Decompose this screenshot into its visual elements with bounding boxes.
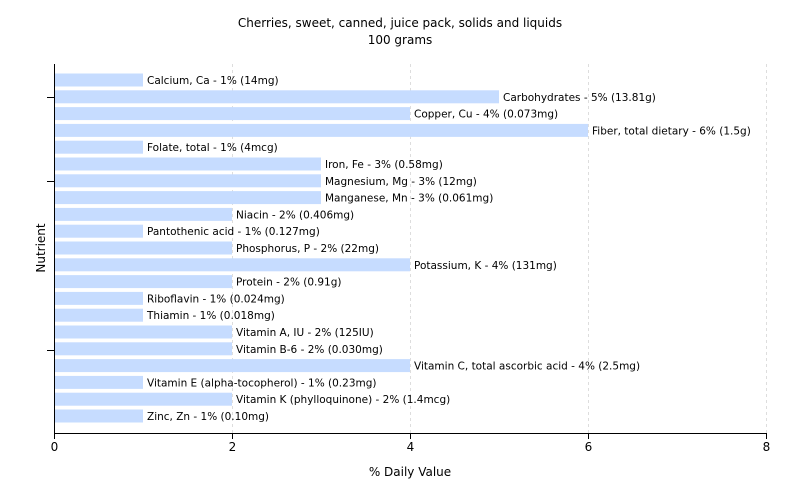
x-tick-labels: 0 2 4 6 8 [51,440,771,454]
bar-label: Magnesium, Mg - 3% (12mg) [325,176,477,188]
bar-label: Phosphorus, P - 2% (22mg) [236,243,379,255]
bar [54,291,143,305]
bar [54,258,410,272]
y-axis-label: Nutrient [34,223,48,273]
bar [54,90,499,104]
x-tick-label: 6 [585,440,593,454]
bar [54,308,143,322]
bar-label: Thiamin - 1% (0.018mg) [146,310,275,322]
bar-label: Zinc, Zn - 1% (0.10mg) [147,411,269,423]
bar [54,392,232,406]
bar [54,275,232,289]
bar [54,123,588,137]
bar [54,325,232,339]
bar [54,191,321,205]
bar [54,157,321,171]
x-tick-label: 8 [763,440,771,454]
bar-label: Niacin - 2% (0.406mg) [236,209,354,221]
bar-label: Vitamin K (phylloquinone) - 2% (1.4mcg) [236,394,450,406]
bar [54,342,232,356]
bar [54,207,232,221]
bar [54,174,321,188]
bar-label: Folate, total - 1% (4mcg) [147,142,278,154]
x-tick-label: 4 [407,440,415,454]
bar-label: Fiber, total dietary - 6% (1.5g) [592,125,751,137]
bar-label: Manganese, Mn - 3% (0.061mg) [325,193,493,205]
bar [54,359,410,373]
bar-label: Vitamin C, total ascorbic acid - 4% (2.5… [414,361,640,373]
x-tick-label: 0 [51,440,59,454]
bar [54,409,143,423]
bar-label: Protein - 2% (0.91g) [236,277,342,289]
bar [54,73,143,87]
bar [54,241,232,255]
bar-label: Copper, Cu - 4% (0.073mg) [414,109,558,121]
bar-label: Calcium, Ca - 1% (14mg) [147,75,279,87]
bar [54,140,143,154]
x-tick-label: 2 [229,440,237,454]
bar [54,107,410,121]
bar-label: Riboflavin - 1% (0.024mg) [147,293,285,305]
bar-label: Iron, Fe - 3% (0.58mg) [325,159,443,171]
bar [54,224,143,238]
bar-label: Vitamin E (alpha-tocopherol) - 1% (0.23m… [147,377,377,389]
axes [47,64,767,439]
bar-label: Potassium, K - 4% (131mg) [414,260,557,272]
bar-label: Vitamin A, IU - 2% (125IU) [236,327,374,339]
bar-labels: Calcium, Ca - 1% (14mg) Carbohydrates - 5… [146,75,751,423]
bar-label: Carbohydrates - 5% (13.81g) [503,92,656,104]
bar-label: Pantothenic acid - 1% (0.127mg) [147,226,320,238]
chart-title: Cherries, sweet, canned, juice pack, sol… [238,16,562,30]
bar [54,375,143,389]
chart-subtitle: 100 grams [368,33,433,47]
bar-label: Vitamin B-6 - 2% (0.030mg) [236,344,383,356]
bars [54,73,588,423]
x-axis-label: % Daily Value [369,465,451,479]
